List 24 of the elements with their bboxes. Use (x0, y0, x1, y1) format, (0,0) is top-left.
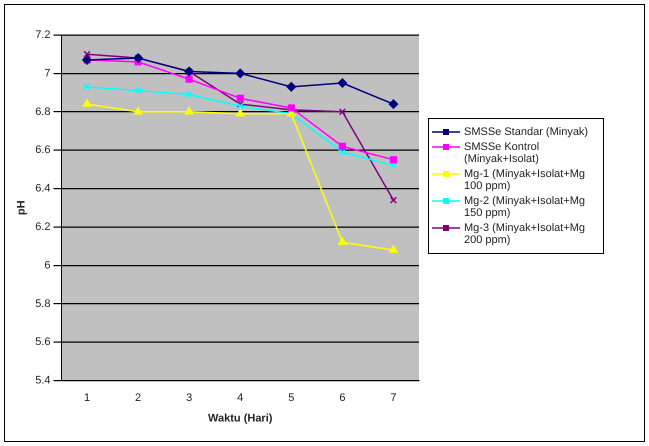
x-axis-title: Waktu (Hari) (208, 412, 273, 424)
x-tick-label: 5 (288, 392, 294, 404)
y-axis-title: pH (16, 200, 28, 216)
legend-label: SMSSe Standar (Minyak) (464, 126, 588, 138)
x-tick-label: 1 (84, 392, 90, 404)
y-tick-label: 5.4 (35, 374, 50, 387)
y-tick-label: 6.2 (35, 221, 50, 234)
y-tick-label: 7.2 (35, 29, 50, 42)
y-tick-label: 5.8 (35, 298, 50, 310)
x-tick-label: 6 (339, 392, 346, 404)
legend-label: Mg-3 (Minyak+Isolat+Mg 200 ppm) (464, 222, 586, 246)
y-tick-label: 6.4 (35, 182, 50, 195)
y-tick-label: 6.8 (35, 106, 50, 118)
y-tick-label: 7 (44, 67, 50, 80)
y-tick-label: 5.6 (35, 336, 50, 348)
x-tick-label: 3 (186, 392, 192, 404)
y-tick-label: 6 (44, 259, 50, 272)
x-tick-label: 7 (390, 392, 397, 404)
x-tick-label: 2 (135, 392, 142, 404)
legend-label: Mg-2 (Minyak+Isolat+Mg 150 ppm) (464, 195, 586, 219)
legend-label: Mg-1 (Minyak+Isolat+Mg 100 ppm) (464, 168, 586, 192)
legend-label: SMSSe Kontrol (Minyak+Isolat) (464, 141, 540, 165)
y-tick-label: 6.6 (35, 144, 50, 156)
x-tick-label: 4 (237, 392, 244, 404)
